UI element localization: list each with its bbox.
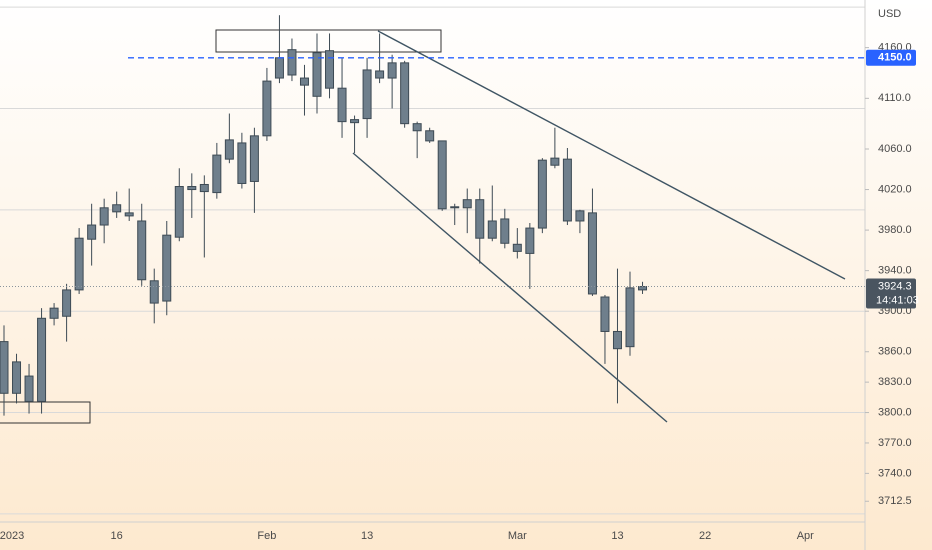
candle-body xyxy=(224,139,234,160)
candle-body xyxy=(362,69,372,120)
candle-body xyxy=(337,87,347,123)
candle-body xyxy=(387,62,397,79)
candle-body xyxy=(375,70,385,79)
level-tag xyxy=(866,49,916,66)
candle-body xyxy=(299,77,309,86)
candle-body xyxy=(12,361,22,394)
candle-body xyxy=(437,140,447,210)
y-tick-label: 3800.0 xyxy=(878,406,912,418)
candle-body xyxy=(600,296,610,332)
currency-label: USD xyxy=(878,8,901,20)
candle-body xyxy=(274,57,284,79)
candle-body xyxy=(475,199,485,239)
candle-body xyxy=(87,224,97,240)
candle-body xyxy=(237,142,247,184)
candle-body xyxy=(462,199,472,209)
candle-body xyxy=(450,206,460,209)
last-price-tag xyxy=(866,278,916,309)
candle-body xyxy=(287,49,297,76)
candle-body xyxy=(350,119,360,124)
trend-line xyxy=(352,152,668,423)
x-tick-label: Feb xyxy=(257,530,276,542)
candle-body xyxy=(625,287,635,348)
candle-body xyxy=(575,210,585,222)
candle-body xyxy=(512,243,522,252)
candle-body xyxy=(400,62,410,125)
candle-body xyxy=(162,234,172,302)
x-tick-label: Mar xyxy=(508,530,527,542)
y-tick-label: 3830.0 xyxy=(878,376,912,388)
plot-area xyxy=(0,15,846,424)
candle-body xyxy=(500,218,510,244)
x-tick-label: 13 xyxy=(611,530,623,542)
candle-body xyxy=(550,157,560,166)
candle-body xyxy=(149,280,159,304)
x-tick-label: Apr xyxy=(797,530,814,542)
last-price-label: 3924.3 xyxy=(878,280,912,292)
y-tick-label: 3980.0 xyxy=(878,224,912,236)
candle-body xyxy=(249,135,259,182)
grid xyxy=(0,6,865,515)
candle-body xyxy=(62,289,72,317)
candle-body xyxy=(425,130,435,142)
y-tick-label: 3770.0 xyxy=(878,437,912,449)
candle-body xyxy=(537,159,547,229)
x-tick-label: 22 xyxy=(699,530,711,542)
y-tick-label: 4060.0 xyxy=(878,143,912,155)
trend-line xyxy=(377,30,846,280)
x-tick-label: 2023 xyxy=(0,530,24,542)
x-tick-label: 16 xyxy=(111,530,123,542)
candle-body xyxy=(587,212,597,295)
candle-body xyxy=(187,186,197,191)
countdown-label: 14:41:03 xyxy=(876,294,919,306)
candle-body xyxy=(49,307,59,319)
candle-body xyxy=(174,186,184,238)
level-tag-label: 4150.0 xyxy=(878,52,912,64)
candle-body xyxy=(638,286,648,291)
candle-body xyxy=(212,154,222,194)
candle-body xyxy=(137,220,147,281)
candle-body xyxy=(525,227,535,254)
candle-body xyxy=(112,204,122,213)
drawing-box xyxy=(0,401,91,424)
candle-body xyxy=(325,50,335,89)
x-tick-label: 13 xyxy=(361,530,373,542)
candle-body xyxy=(312,52,322,97)
y-tick-label: 3712.5 xyxy=(878,495,912,507)
candle-body xyxy=(199,183,209,193)
candle-body xyxy=(562,158,572,222)
candle-body xyxy=(262,80,272,137)
candle-body xyxy=(37,317,47,402)
y-tick-label: 3860.0 xyxy=(878,346,912,358)
y-tick-label: 3940.0 xyxy=(878,265,912,277)
y-tick-label: 4020.0 xyxy=(878,183,912,195)
candle-body xyxy=(124,212,134,217)
candle-body xyxy=(0,341,9,394)
candle-body xyxy=(612,330,622,350)
candle-body xyxy=(99,207,109,226)
candle-body xyxy=(487,220,497,239)
y-tick-label: 4110.0 xyxy=(878,92,911,104)
candle-body xyxy=(74,237,84,291)
y-tick-label: 3740.0 xyxy=(878,467,912,479)
candle-body xyxy=(412,123,422,132)
candle-body xyxy=(24,375,34,402)
